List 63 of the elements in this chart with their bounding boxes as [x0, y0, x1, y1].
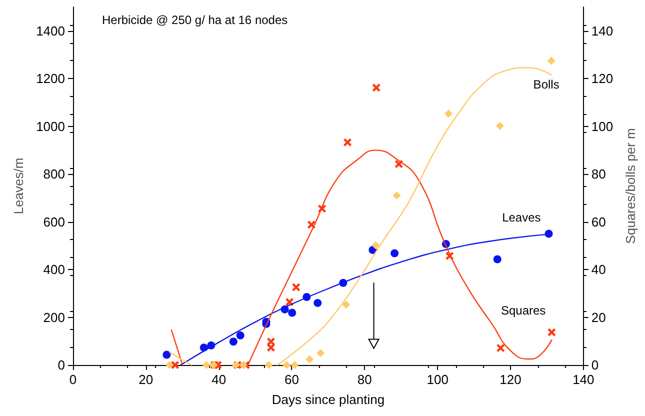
point	[290, 361, 299, 369]
series-label: Leaves	[502, 210, 541, 225]
point	[166, 361, 174, 369]
point	[344, 138, 352, 146]
y-tick-label: 400	[43, 262, 65, 278]
series-label: Squares	[500, 303, 546, 318]
y-tick-label: 200	[43, 310, 65, 325]
point	[162, 350, 171, 359]
point	[316, 349, 325, 358]
y-tick-label: 0	[58, 358, 65, 372]
point	[444, 110, 453, 118]
point	[282, 361, 291, 369]
x-axis-title: Days since planting	[272, 392, 385, 407]
point	[314, 298, 322, 307]
x-tick-label: 40	[212, 372, 226, 387]
point	[288, 308, 296, 317]
y-axis-title: Leaves/m	[11, 158, 26, 214]
point	[236, 331, 244, 340]
x-tick-label: 100	[426, 372, 448, 387]
y2-axis-title: Squares/bolls per m	[623, 128, 638, 244]
y2-tick-label: 60	[591, 214, 606, 230]
y-tick-label: 800	[43, 166, 65, 182]
point	[390, 249, 399, 258]
y2-tick-label: 20	[591, 310, 606, 325]
point	[171, 361, 180, 369]
point	[342, 300, 350, 309]
y2-tick-label: 80	[591, 166, 606, 182]
point	[292, 283, 300, 292]
text: Herbicide @ 250 g/ ha at 16 nodes	[102, 13, 288, 27]
y-tick-label: 1000	[36, 118, 65, 134]
y2-tick-label: 120	[591, 71, 614, 86]
x-tick-label: 80	[357, 372, 372, 387]
x-tick-label: 60	[284, 372, 299, 387]
x-tick-label: 140	[572, 372, 594, 387]
point	[372, 84, 380, 92]
y2-tick-label: 140	[591, 23, 614, 38]
point	[229, 338, 238, 346]
x-tick-label: 0	[69, 372, 77, 387]
y-tick-label: 1400	[36, 23, 65, 38]
point	[548, 328, 556, 336]
point	[394, 160, 403, 168]
point	[496, 122, 504, 130]
y2-tick-label: 0	[591, 358, 599, 372]
point	[266, 338, 275, 346]
y2-tick-label: 100	[591, 118, 614, 134]
point	[202, 361, 210, 369]
point	[264, 361, 273, 369]
x-tick-label: 120	[500, 372, 522, 387]
point	[306, 355, 314, 364]
point	[493, 255, 502, 264]
y-tick-label: 1200	[36, 71, 65, 86]
y-tick-label: 600	[43, 214, 65, 230]
series-label: Bolls	[533, 78, 560, 92]
point	[286, 298, 294, 306]
point	[307, 220, 316, 229]
point	[239, 361, 248, 369]
point	[496, 344, 505, 352]
point	[372, 241, 380, 250]
point	[392, 192, 401, 200]
point	[547, 56, 556, 65]
point	[266, 344, 275, 352]
x-tick-label: 20	[138, 372, 154, 387]
y2-tick-label: 40	[591, 262, 606, 278]
